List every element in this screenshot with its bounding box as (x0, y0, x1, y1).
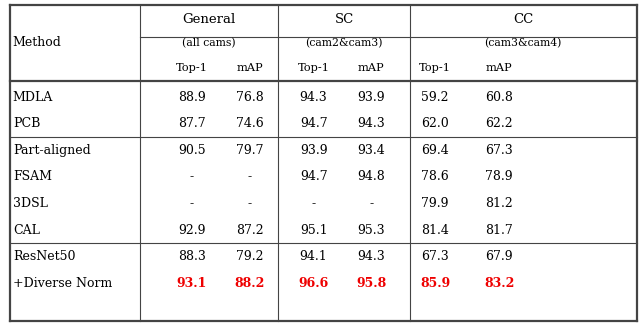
Text: 83.2: 83.2 (484, 277, 515, 290)
Text: 94.8: 94.8 (357, 170, 385, 183)
Text: FSAM: FSAM (13, 170, 52, 183)
Text: 60.8: 60.8 (485, 91, 513, 104)
Text: 93.9: 93.9 (300, 144, 328, 157)
Text: 79.2: 79.2 (236, 250, 263, 263)
Text: 3DSL: 3DSL (13, 197, 47, 210)
Text: -: - (190, 197, 194, 210)
Text: 94.7: 94.7 (300, 170, 328, 183)
Text: 92.9: 92.9 (179, 224, 205, 237)
Text: Top-1: Top-1 (298, 63, 330, 73)
Text: 95.8: 95.8 (356, 277, 387, 290)
Text: -: - (312, 197, 316, 210)
Text: 81.7: 81.7 (485, 224, 513, 237)
Text: 95.3: 95.3 (357, 224, 385, 237)
Text: Method: Method (13, 36, 61, 50)
Text: 85.9: 85.9 (420, 277, 451, 290)
Text: 94.1: 94.1 (300, 250, 328, 263)
Text: 90.5: 90.5 (178, 144, 206, 157)
Text: 67.3: 67.3 (421, 250, 449, 263)
Text: 94.3: 94.3 (300, 91, 328, 104)
Text: 93.1: 93.1 (177, 277, 207, 290)
Text: 93.4: 93.4 (357, 144, 385, 157)
Text: 62.0: 62.0 (421, 117, 449, 130)
Text: 88.3: 88.3 (178, 250, 206, 263)
Text: -: - (369, 197, 373, 210)
Text: 93.9: 93.9 (357, 91, 385, 104)
Text: 62.2: 62.2 (485, 117, 513, 130)
Text: CAL: CAL (13, 224, 40, 237)
Text: 96.6: 96.6 (298, 277, 329, 290)
Text: 88.2: 88.2 (234, 277, 265, 290)
Text: 67.3: 67.3 (485, 144, 513, 157)
Text: 67.9: 67.9 (485, 250, 513, 263)
Text: -: - (190, 170, 194, 183)
Text: 94.7: 94.7 (300, 117, 328, 130)
Text: 79.7: 79.7 (236, 144, 263, 157)
Text: 76.8: 76.8 (236, 91, 264, 104)
Text: mAP: mAP (358, 63, 385, 73)
Text: ResNet50: ResNet50 (13, 250, 76, 263)
Text: 78.9: 78.9 (485, 170, 513, 183)
Text: Part-aligned: Part-aligned (13, 144, 90, 157)
Text: (cam3&cam4): (cam3&cam4) (484, 38, 562, 48)
Text: +Diverse Norm: +Diverse Norm (13, 277, 112, 290)
Text: 87.2: 87.2 (236, 224, 264, 237)
Text: 59.2: 59.2 (422, 91, 449, 104)
Text: -: - (248, 197, 252, 210)
Text: 78.6: 78.6 (421, 170, 449, 183)
Text: 87.7: 87.7 (178, 117, 206, 130)
Text: 81.2: 81.2 (485, 197, 513, 210)
Text: MDLA: MDLA (13, 91, 53, 104)
Text: 79.9: 79.9 (422, 197, 449, 210)
Text: 74.6: 74.6 (236, 117, 264, 130)
Text: 95.1: 95.1 (300, 224, 328, 237)
Text: 94.3: 94.3 (357, 117, 385, 130)
Text: General: General (182, 13, 236, 26)
Text: mAP: mAP (486, 63, 513, 73)
Text: Top-1: Top-1 (176, 63, 208, 73)
Text: SC: SC (334, 13, 354, 26)
Text: mAP: mAP (236, 63, 263, 73)
Text: 88.9: 88.9 (178, 91, 206, 104)
Text: Top-1: Top-1 (419, 63, 451, 73)
Text: PCB: PCB (13, 117, 40, 130)
Text: (all cams): (all cams) (182, 38, 236, 48)
Text: (cam2&cam3): (cam2&cam3) (305, 38, 383, 48)
Text: -: - (248, 170, 252, 183)
Text: 69.4: 69.4 (421, 144, 449, 157)
Text: 81.4: 81.4 (421, 224, 449, 237)
Text: 94.3: 94.3 (357, 250, 385, 263)
Text: CC: CC (513, 13, 533, 26)
